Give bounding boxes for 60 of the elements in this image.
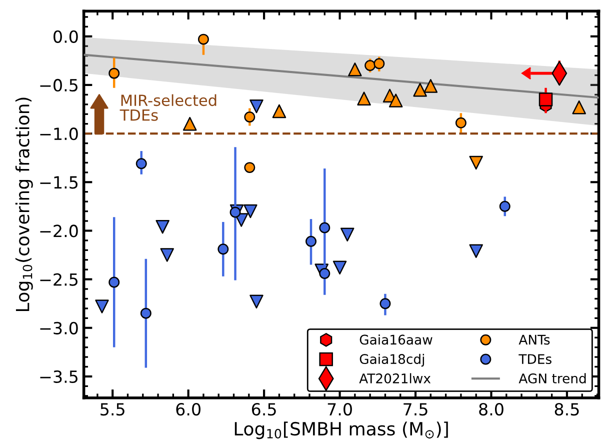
x-tick-label: 8.0 bbox=[479, 402, 504, 416]
point bbox=[413, 82, 427, 97]
y-tick-label: −2.5 bbox=[40, 273, 78, 286]
x-tick-label: 5.5 bbox=[100, 403, 124, 416]
point bbox=[538, 92, 553, 106]
y-tick-label: −2.0 bbox=[40, 224, 78, 238]
point bbox=[230, 206, 241, 218]
point bbox=[244, 204, 258, 218]
y-tick-label: 0.0 bbox=[54, 30, 78, 43]
y-tick-label: −3.5 bbox=[40, 370, 78, 384]
x-axis-title: Log$_{10}$[SMBH mass (M$_{⊙}$)] bbox=[234, 422, 448, 440]
point bbox=[469, 156, 483, 170]
y-tick-label: −0.5 bbox=[40, 78, 78, 92]
legend-label: TDEs bbox=[518, 354, 552, 364]
legend-label: AT2021lwx bbox=[359, 373, 431, 384]
point bbox=[380, 298, 391, 310]
point bbox=[340, 228, 354, 242]
legend-label: AGN trend bbox=[518, 373, 586, 384]
point bbox=[348, 62, 362, 76]
point bbox=[108, 276, 120, 288]
point bbox=[182, 116, 197, 131]
y-tick-label: −1.0 bbox=[40, 128, 78, 140]
x-tick-label: 8.5 bbox=[554, 402, 579, 416]
legend-label: Gaia18cdj bbox=[360, 354, 424, 367]
point bbox=[469, 244, 483, 258]
point bbox=[319, 222, 330, 234]
point bbox=[95, 300, 109, 314]
point bbox=[108, 68, 120, 79]
point bbox=[198, 34, 209, 45]
ref-line-label: MIR-selected TDEs bbox=[120, 94, 216, 121]
point bbox=[499, 200, 510, 212]
y-tick-label: −3.0 bbox=[40, 322, 78, 334]
x-tick-label: 6.0 bbox=[176, 402, 200, 416]
point bbox=[244, 112, 256, 123]
point bbox=[156, 220, 170, 234]
point bbox=[140, 308, 152, 319]
point bbox=[244, 162, 256, 174]
point bbox=[250, 99, 264, 114]
point bbox=[364, 60, 376, 72]
point bbox=[332, 260, 347, 275]
point bbox=[250, 294, 264, 309]
point bbox=[374, 58, 385, 70]
point bbox=[306, 236, 316, 247]
point bbox=[357, 92, 371, 106]
legend-label: ANTs bbox=[518, 334, 550, 345]
point bbox=[455, 117, 466, 128]
x-tick-label: 7.5 bbox=[404, 403, 428, 416]
point bbox=[272, 104, 286, 118]
point bbox=[572, 100, 586, 114]
y-tick-label: −1.5 bbox=[40, 176, 78, 189]
point bbox=[218, 244, 229, 255]
point bbox=[319, 268, 330, 279]
point bbox=[136, 158, 147, 170]
legend-label: Gaia16aaw bbox=[360, 334, 432, 345]
point bbox=[424, 79, 438, 93]
x-tick-label: 7.0 bbox=[328, 402, 352, 416]
point bbox=[388, 94, 403, 108]
point bbox=[160, 248, 174, 262]
y-axis-title: Log$_{10}$(covering fraction) bbox=[15, 98, 33, 312]
x-tick-label: 6.5 bbox=[252, 402, 276, 416]
